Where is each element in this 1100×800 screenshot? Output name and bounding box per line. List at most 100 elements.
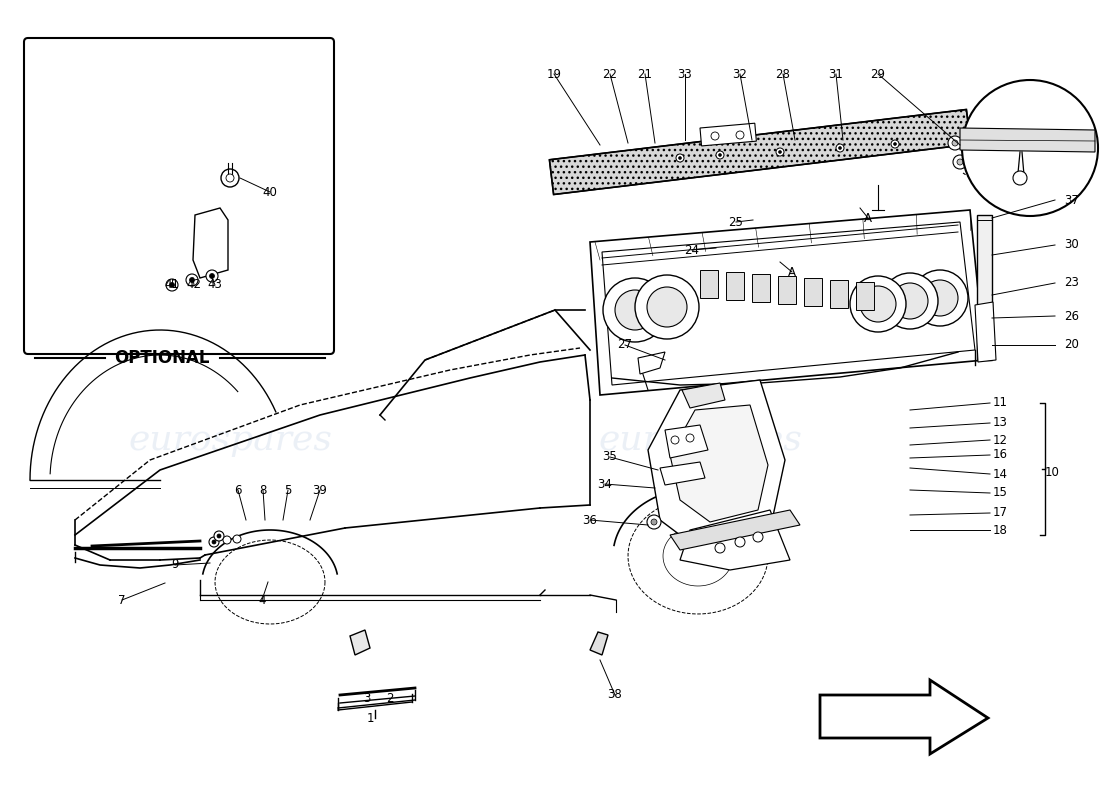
Text: 18: 18 (992, 523, 1008, 537)
Text: 23: 23 (1065, 277, 1079, 290)
Circle shape (716, 151, 724, 159)
Circle shape (860, 286, 896, 322)
Circle shape (686, 434, 694, 442)
Circle shape (948, 136, 962, 150)
Text: A: A (788, 266, 796, 278)
Circle shape (850, 276, 906, 332)
Circle shape (779, 150, 781, 154)
Circle shape (962, 80, 1098, 216)
Polygon shape (192, 208, 228, 278)
Text: 38: 38 (607, 689, 623, 702)
Polygon shape (660, 462, 705, 485)
Polygon shape (666, 425, 708, 458)
Polygon shape (638, 352, 666, 374)
Polygon shape (975, 302, 996, 362)
Circle shape (233, 535, 241, 543)
Polygon shape (682, 383, 725, 408)
Text: 40: 40 (263, 186, 277, 198)
Circle shape (882, 273, 938, 329)
Circle shape (226, 174, 234, 182)
Circle shape (212, 540, 216, 544)
Text: 13: 13 (992, 417, 1008, 430)
Text: 25: 25 (728, 215, 744, 229)
Circle shape (922, 280, 958, 316)
Circle shape (754, 532, 763, 542)
Text: 33: 33 (678, 67, 692, 81)
Text: A: A (864, 211, 872, 225)
Text: 28: 28 (776, 67, 791, 81)
Text: 39: 39 (312, 483, 328, 497)
Polygon shape (670, 510, 800, 550)
Bar (778, 276, 796, 304)
Text: 8: 8 (260, 483, 266, 497)
Text: 15: 15 (992, 486, 1008, 499)
Circle shape (892, 283, 928, 319)
Text: 42: 42 (187, 278, 201, 291)
Bar (977, 215, 992, 360)
Text: 36: 36 (583, 514, 597, 526)
Text: 24: 24 (684, 243, 700, 257)
Text: 1: 1 (366, 711, 374, 725)
Text: 6: 6 (234, 483, 242, 497)
Circle shape (679, 157, 682, 159)
Circle shape (736, 131, 744, 139)
Text: 29: 29 (870, 67, 886, 81)
Text: 20: 20 (1065, 338, 1079, 351)
Circle shape (676, 154, 684, 162)
Text: eurospares: eurospares (128, 423, 332, 457)
Text: 7: 7 (119, 594, 125, 606)
Text: 5: 5 (284, 483, 292, 497)
Circle shape (715, 543, 725, 553)
Bar (804, 278, 822, 306)
Bar (700, 270, 718, 298)
Circle shape (912, 270, 968, 326)
Circle shape (169, 282, 175, 287)
Text: 26: 26 (1065, 310, 1079, 322)
Text: 32: 32 (733, 67, 747, 81)
Text: 4: 4 (258, 594, 266, 606)
Circle shape (952, 140, 958, 146)
Text: 10: 10 (1045, 466, 1059, 479)
Text: 16: 16 (992, 449, 1008, 462)
Circle shape (189, 278, 195, 282)
FancyBboxPatch shape (24, 38, 334, 354)
Bar (856, 282, 875, 310)
Circle shape (838, 146, 842, 150)
Polygon shape (820, 680, 988, 754)
Text: 35: 35 (603, 450, 617, 463)
Circle shape (735, 537, 745, 547)
Text: eurospares: eurospares (598, 423, 802, 457)
Text: 21: 21 (638, 67, 652, 81)
Circle shape (671, 436, 679, 444)
Circle shape (166, 279, 178, 291)
Text: 11: 11 (992, 397, 1008, 410)
Circle shape (953, 155, 967, 169)
Text: 9: 9 (172, 558, 178, 571)
Circle shape (647, 515, 661, 529)
Bar (830, 280, 848, 308)
Circle shape (776, 148, 784, 156)
Text: 37: 37 (1065, 194, 1079, 206)
Text: 43: 43 (208, 278, 222, 291)
Circle shape (651, 519, 657, 525)
Circle shape (223, 536, 231, 544)
Text: 3: 3 (363, 691, 371, 705)
Bar (700, 123, 757, 146)
Circle shape (711, 132, 719, 140)
Polygon shape (680, 510, 790, 570)
Polygon shape (670, 405, 768, 522)
Polygon shape (549, 110, 970, 194)
Text: eurospares: eurospares (621, 237, 779, 263)
Circle shape (217, 534, 221, 538)
Circle shape (209, 537, 219, 547)
Text: 14: 14 (992, 467, 1008, 481)
Bar (752, 274, 770, 302)
Circle shape (957, 159, 962, 165)
Text: 41: 41 (165, 278, 179, 291)
Text: OPTIONAL: OPTIONAL (114, 349, 210, 367)
Text: 19: 19 (547, 67, 561, 81)
Text: 12: 12 (992, 434, 1008, 446)
Circle shape (891, 140, 899, 148)
Circle shape (221, 169, 239, 187)
Circle shape (718, 154, 722, 157)
